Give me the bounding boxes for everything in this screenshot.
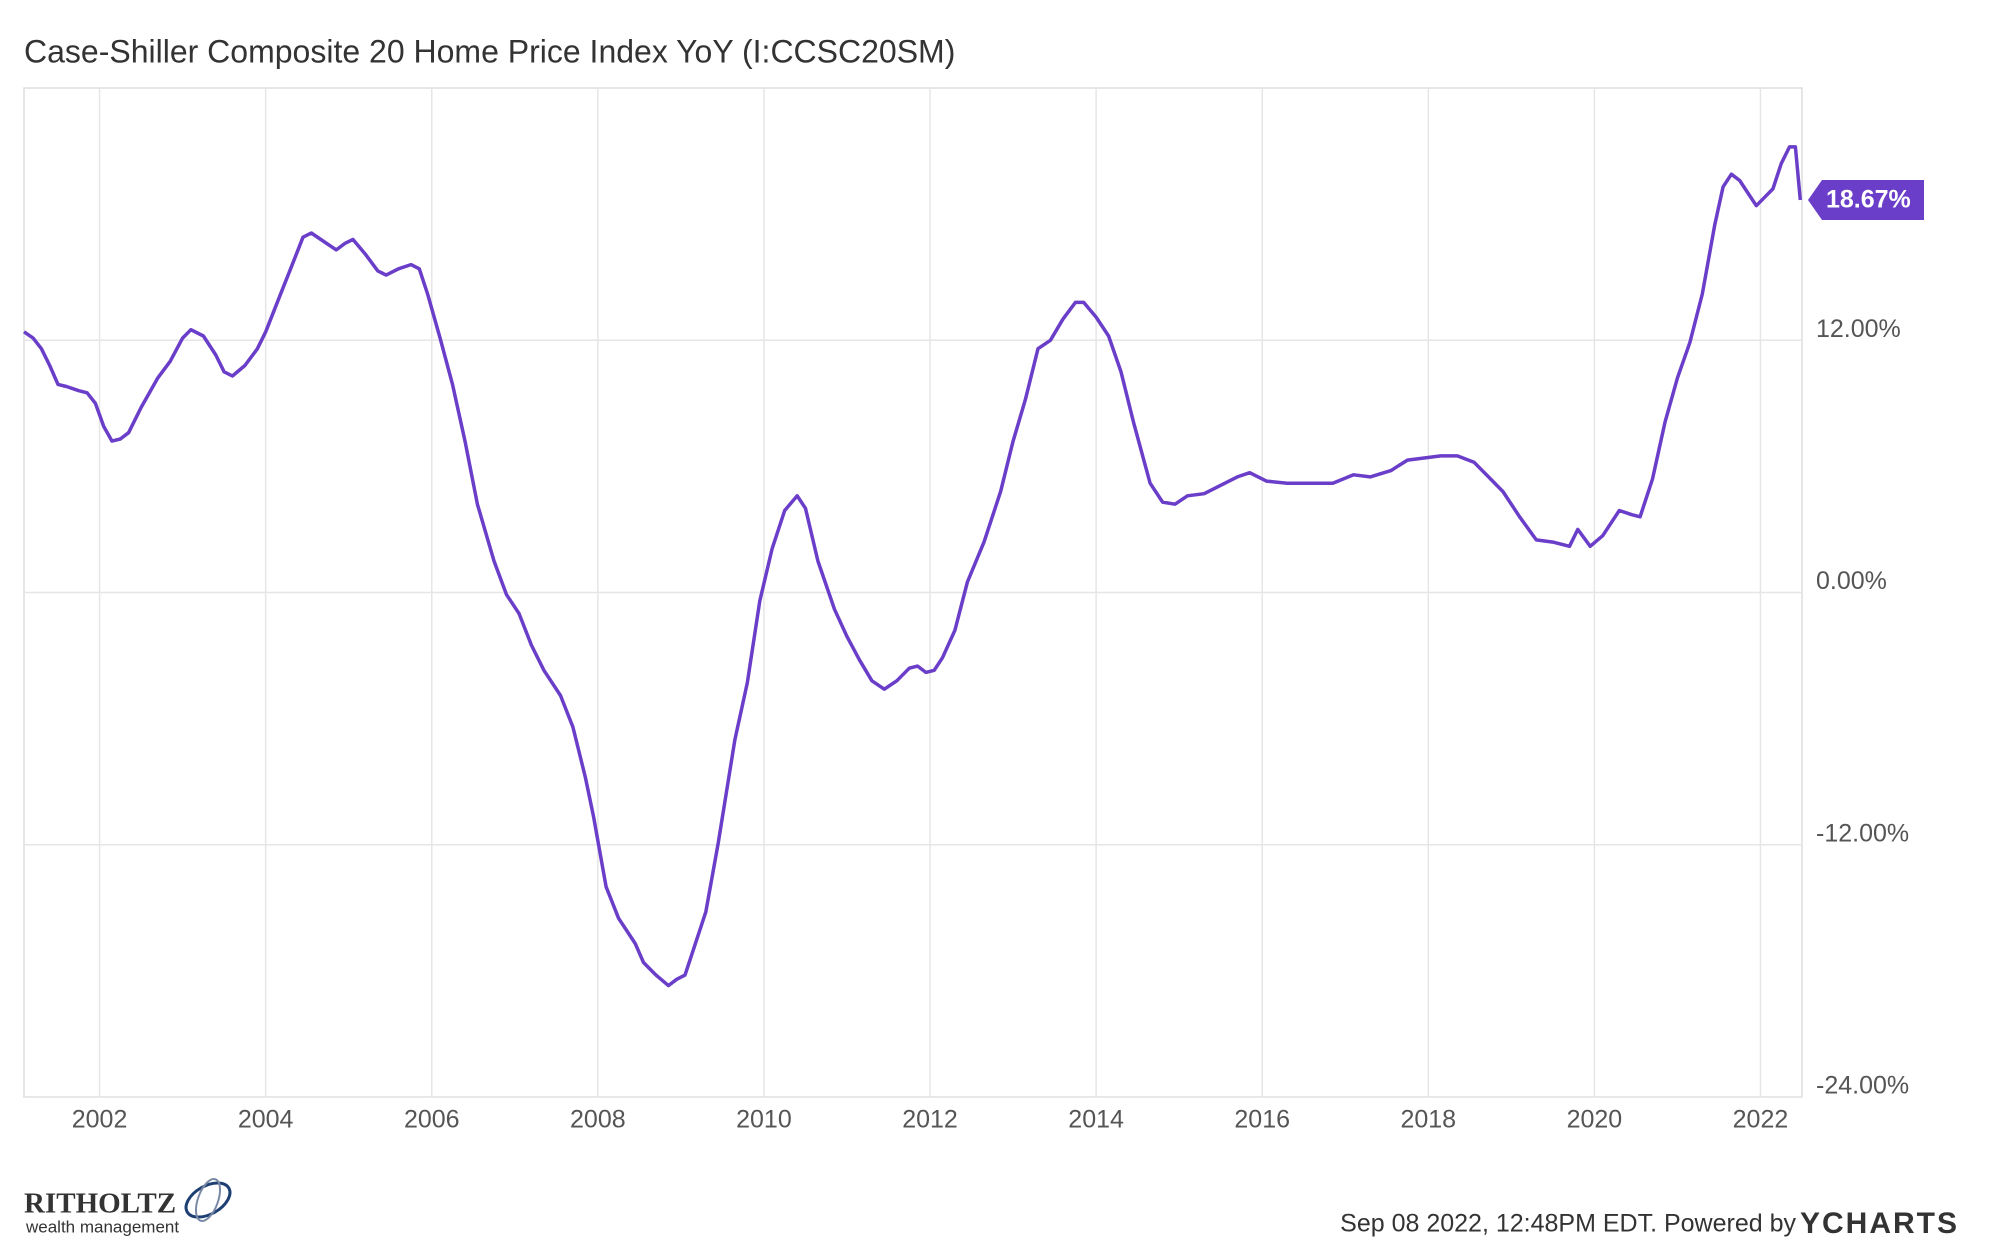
timestamp: Sep 08 2022, 12:48PM EDT. Powered by	[1340, 1210, 1796, 1238]
x-tick-label: 2012	[902, 1106, 958, 1134]
x-tick-label: 2018	[1400, 1106, 1456, 1134]
x-tick-label: 2010	[736, 1106, 792, 1134]
y-tick-label: -12.00%	[1816, 819, 1909, 847]
x-tick-label: 2016	[1234, 1106, 1290, 1134]
x-tick-label: 2022	[1733, 1106, 1789, 1134]
x-tick-label: 2006	[404, 1106, 460, 1134]
data-line	[23, 145, 1803, 988]
logo-tagline: wealth management	[25, 1217, 179, 1236]
y-tick-label: 0.00%	[1816, 567, 1887, 595]
chart-title: Case-Shiller Composite 20 Home Price Ind…	[24, 33, 955, 69]
x-tick-label: 2008	[570, 1106, 626, 1134]
logo-name: RITHOLTZ	[24, 1188, 176, 1220]
brand: YCHARTS	[1800, 1207, 1959, 1240]
logo-emblem	[194, 1178, 222, 1222]
end-value-label: 18.67%	[1826, 186, 1911, 214]
y-tick-label: 12.00%	[1816, 315, 1901, 343]
x-tick-label: 2014	[1068, 1106, 1124, 1134]
x-tick-label: 2020	[1567, 1106, 1623, 1134]
logo: RITHOLTZ wealth management	[24, 1178, 232, 1236]
x-tick-label: 2002	[72, 1106, 128, 1134]
y-tick-label: -24.00%	[1816, 1072, 1909, 1100]
logo-emblem	[184, 1181, 232, 1219]
end-value-tag	[1808, 180, 1924, 221]
x-tick-label: 2004	[238, 1106, 294, 1134]
